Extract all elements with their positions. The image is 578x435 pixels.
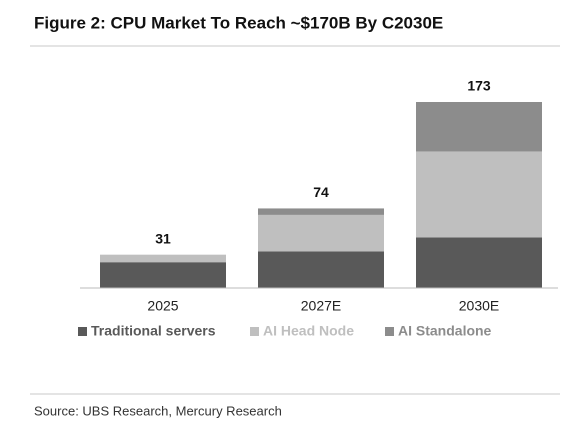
legend-swatch [385,327,394,336]
chart-title: Figure 2: CPU Market To Reach ~$170B By … [34,13,443,32]
total-label: 74 [313,184,329,200]
bar-segment [416,102,542,152]
source: Source: UBS Research, Mercury Research [34,403,282,418]
x-tick-label: 2025 [147,298,178,314]
bar-segment [100,262,226,288]
total-label: 173 [467,78,491,94]
legend-label: AI Standalone [398,323,492,339]
total-label: 31 [155,230,171,246]
bar-segment [416,237,542,288]
bar-segment [258,214,384,252]
bar-segment [416,151,542,238]
bar-segment [258,251,384,288]
bar-segment [258,208,384,215]
x-tick-label: 2030E [459,298,499,314]
bar-segment [100,254,226,263]
x-tick-label: 2027E [301,298,341,314]
legend-label: AI Head Node [263,323,354,339]
legend-swatch [250,327,259,336]
legend-swatch [78,327,87,336]
legend-label: Traditional servers [91,323,216,339]
